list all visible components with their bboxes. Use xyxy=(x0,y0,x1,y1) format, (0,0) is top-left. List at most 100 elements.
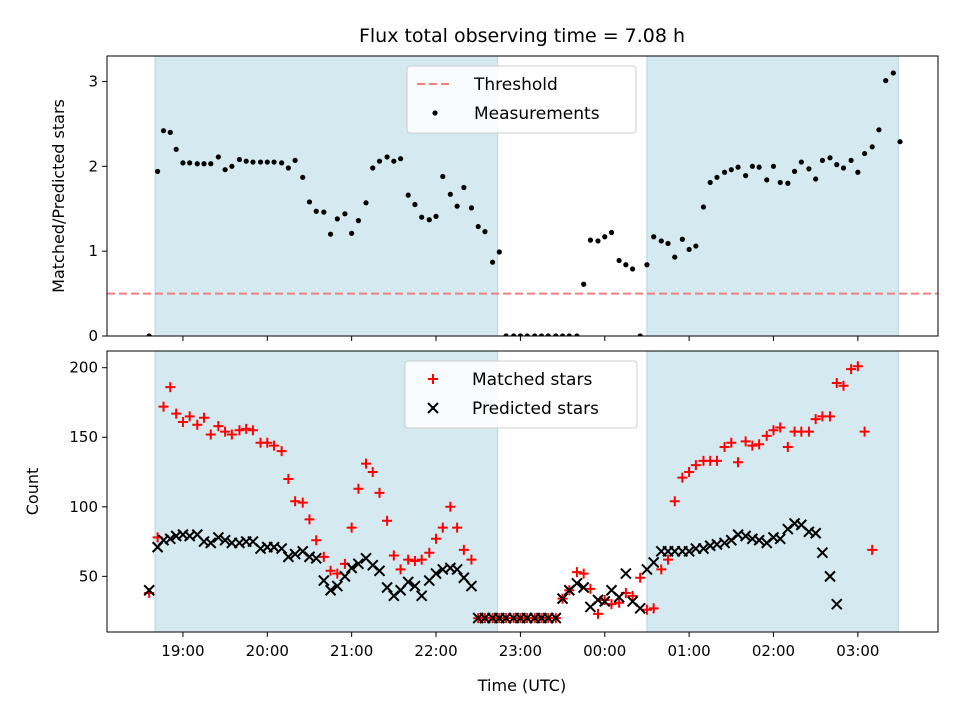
data-point xyxy=(241,423,252,434)
data-point xyxy=(677,472,688,483)
data-point xyxy=(806,166,812,172)
data-point xyxy=(648,603,659,614)
data-point xyxy=(883,78,889,84)
data-point xyxy=(599,595,611,608)
data-point xyxy=(447,191,453,197)
data-point xyxy=(264,159,270,165)
data-point xyxy=(658,238,664,244)
data-point xyxy=(451,563,463,576)
data-point xyxy=(838,380,849,391)
data-point xyxy=(275,542,288,555)
data-point xyxy=(690,460,701,471)
data-point xyxy=(735,164,741,170)
data-point xyxy=(391,158,397,164)
data-point xyxy=(726,437,737,448)
data-point xyxy=(158,401,169,412)
data-point xyxy=(697,542,710,555)
data-point xyxy=(693,243,699,249)
data-point xyxy=(749,163,755,169)
data-point xyxy=(361,458,372,469)
data-point xyxy=(635,572,646,583)
data-point xyxy=(593,608,604,619)
data-point xyxy=(412,201,418,208)
data-point xyxy=(454,203,460,209)
data-point xyxy=(489,259,496,265)
data-point xyxy=(355,218,362,224)
data-point xyxy=(331,580,344,592)
y-tick-label: 200 xyxy=(69,359,98,377)
data-point xyxy=(791,168,798,174)
data-point xyxy=(247,425,258,436)
data-point xyxy=(532,333,538,336)
x-tick-label: 02:00 xyxy=(752,642,795,660)
data-point xyxy=(269,440,280,451)
data-point xyxy=(511,333,517,336)
data-point xyxy=(718,537,731,549)
data-point xyxy=(739,530,752,542)
x-tick-label: 01:00 xyxy=(668,642,711,660)
y-tick-label: 150 xyxy=(69,428,98,446)
data-point xyxy=(146,333,152,336)
data-point xyxy=(700,204,707,210)
data-point xyxy=(352,558,365,570)
chart-title: Flux total observing time = 7.08 h xyxy=(359,25,685,47)
y-tick-label: 1 xyxy=(88,242,98,260)
data-point xyxy=(571,577,583,590)
data-point xyxy=(614,597,625,608)
data-point xyxy=(440,173,446,180)
data-point xyxy=(257,159,264,165)
data-point xyxy=(824,570,836,583)
data-point xyxy=(707,179,713,186)
data-point xyxy=(208,161,214,167)
data-point xyxy=(318,574,330,587)
data-point xyxy=(616,257,622,264)
data-point xyxy=(419,214,425,220)
data-point xyxy=(431,533,442,544)
data-point xyxy=(803,426,814,437)
data-point xyxy=(297,497,308,508)
data-point xyxy=(318,551,329,562)
data-point xyxy=(855,169,861,175)
data-point xyxy=(215,154,221,160)
legend-frame xyxy=(404,360,638,429)
data-point xyxy=(466,554,477,565)
data-point xyxy=(313,208,319,214)
data-point xyxy=(867,544,878,555)
data-point xyxy=(164,533,176,545)
data-point xyxy=(714,174,720,180)
data-point xyxy=(719,441,730,452)
x-tick-label: 20:00 xyxy=(246,642,289,660)
data-point xyxy=(325,565,336,576)
data-point xyxy=(566,333,572,336)
y-tick-label: 0 xyxy=(88,327,98,345)
data-point xyxy=(475,223,481,230)
data-point xyxy=(262,437,273,448)
data-point xyxy=(187,160,193,166)
data-point xyxy=(155,168,161,174)
data-point xyxy=(634,602,646,615)
data-point xyxy=(219,534,231,546)
data-point xyxy=(641,604,652,615)
data-point xyxy=(143,584,155,596)
data-point xyxy=(683,545,695,558)
data-point xyxy=(761,430,772,441)
data-point xyxy=(332,568,343,579)
data-point xyxy=(282,551,295,563)
data-point xyxy=(405,192,411,198)
data-point xyxy=(397,156,404,162)
data-point xyxy=(324,584,337,596)
data-point xyxy=(577,581,590,594)
x-axis-label: Time (UTC) xyxy=(477,676,566,695)
data-point xyxy=(222,167,228,173)
data-point xyxy=(409,556,420,567)
data-point xyxy=(775,422,786,433)
data-point xyxy=(711,455,722,466)
data-point xyxy=(553,333,559,336)
data-point xyxy=(458,544,469,555)
data-point xyxy=(465,580,478,592)
data-point xyxy=(310,552,322,564)
series-0 xyxy=(146,70,903,336)
data-point xyxy=(613,591,625,603)
data-point xyxy=(656,564,667,575)
data-point xyxy=(165,382,176,393)
